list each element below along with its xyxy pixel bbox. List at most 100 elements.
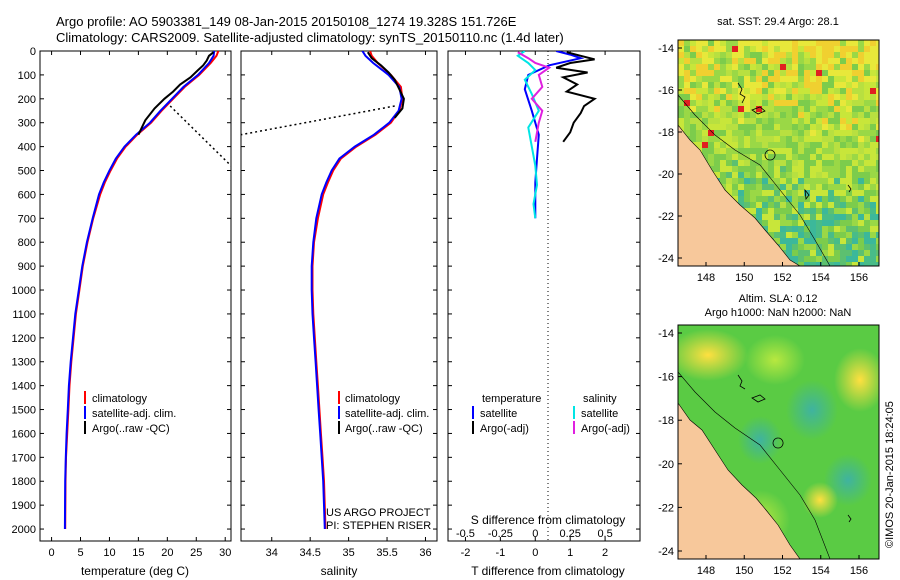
series-argo	[137, 51, 215, 136]
x-tick-label: 30	[219, 547, 231, 559]
map-x-tick-label: 152	[773, 272, 791, 284]
x-tick-label: 36	[419, 547, 431, 559]
s-tick-label: 0.5	[597, 528, 612, 540]
series-argo	[366, 51, 405, 119]
x-tick-label: 25	[190, 547, 202, 559]
x-tick-label: 10	[103, 547, 115, 559]
x-tick-label: 35.5	[376, 547, 397, 559]
map-y-tick-label: -22	[658, 211, 674, 223]
map-y-tick-label: -18	[658, 415, 674, 427]
map-x-tick-label: 148	[697, 272, 715, 284]
temperature-legend: climatology satellite-adj. clim. Argo(..…	[84, 391, 176, 435]
x-tick-label: -2	[461, 547, 471, 559]
series-s-argo	[517, 51, 552, 142]
salinity-panel: 34 34.5 35 35.5 36 climatology satellite-adj…	[240, 50, 438, 578]
temperature-axes	[39, 50, 232, 542]
sla-map-ticks: -14 -16 -18 -20 -22 -24 148 150 152 154 156	[658, 328, 868, 577]
map-y-tick-label: -20	[658, 169, 674, 181]
y-tick-label: 200	[18, 94, 36, 106]
y-tick-label: 1100	[12, 309, 36, 321]
y-tick-label: 1800	[12, 476, 36, 488]
sst-map-ticks: -14 -16 -18 -20 -22 -24 148 150 152 154 156	[658, 43, 868, 284]
y-tick-label: 500	[18, 166, 36, 178]
series-t-argo	[555, 51, 597, 143]
sla-map-frame	[677, 324, 880, 560]
x-tick-label: 34.5	[299, 547, 320, 559]
x-tick-label: -1	[495, 547, 505, 559]
map-x-tick-label: 156	[850, 565, 868, 577]
x-tick-label: 0	[49, 547, 55, 559]
map-y-tick-label: -22	[658, 502, 674, 514]
map-x-tick-label: 156	[850, 272, 868, 284]
x-tick-label: 15	[132, 547, 144, 559]
y-tick-label: 1500	[12, 405, 36, 417]
map-y-tick-label: -20	[658, 459, 674, 471]
y-tick-label: 0	[30, 46, 36, 58]
map-y-tick-label: -14	[658, 328, 674, 340]
difference-axes	[447, 50, 641, 542]
y-tick-label: 400	[18, 142, 36, 154]
map-x-tick-label: 148	[697, 565, 715, 577]
land-mass	[678, 402, 801, 559]
difference-xlabel: T difference from climatology	[471, 564, 625, 578]
y-tick-label: 2000	[12, 524, 36, 536]
series-t-satellite	[523, 51, 585, 219]
legend-satellite: satellite-adj. clim.	[92, 408, 176, 420]
y-tick-label: 800	[18, 237, 36, 249]
map-x-tick-label: 150	[735, 272, 753, 284]
salinity-ticks: 34 34.5 35 35.5 36	[241, 50, 437, 559]
depth-contour	[678, 371, 831, 559]
sst-map-title: sat. SST: 29.4 Argo: 28.1	[717, 16, 839, 28]
credit-pi: PI: STEPHEN RISER	[326, 520, 431, 532]
sla-map: Altim. SLA: 0.12 Argo h1000: NaN h2000: …	[658, 293, 896, 577]
series-argo-gap	[169, 105, 231, 167]
map-y-tick-label: -24	[658, 253, 674, 265]
y-tick-label: 1400	[12, 381, 36, 393]
series-argo-gap	[241, 105, 395, 136]
series-climatology	[64, 51, 220, 530]
salinity-axes	[240, 50, 438, 542]
y-tick-label: 600	[18, 189, 36, 201]
map-y-tick-label: -14	[658, 43, 674, 55]
s-tick-label: 0.25	[559, 528, 580, 540]
y-tick-label: 1000	[12, 285, 36, 297]
legend-t-argo: Argo(-adj)	[480, 423, 529, 435]
difference-panel: -2 -1 0 1 2 -0.5 -0.25 0 0.25 0.5 temperature sat…	[447, 50, 641, 578]
salinity-xlabel: salinity	[321, 564, 358, 578]
reef-shapes	[737, 374, 852, 523]
y-tick-label: 1600	[12, 428, 36, 440]
difference-legend: temperature satellite Argo(-adj) salinit…	[472, 393, 630, 435]
land-mass	[678, 124, 801, 266]
legend-climatology: climatology	[92, 393, 148, 405]
x-tick-label: 20	[161, 547, 173, 559]
difference-lines	[516, 51, 597, 219]
map-x-tick-label: 150	[735, 565, 753, 577]
sst-map-frame	[677, 39, 880, 267]
y-tick-label: 700	[18, 213, 36, 225]
s-tick-label: -0.5	[456, 528, 475, 540]
y-tick-label: 300	[18, 118, 36, 130]
x-tick-label: 2	[602, 547, 608, 559]
sst-map: sat. SST: 29.4 Argo: 28.1 -14 -16 -18 -20 -2…	[658, 16, 880, 284]
legend-temperature-heading: temperature	[482, 393, 541, 405]
map-y-tick-label: -24	[658, 546, 674, 558]
map-x-tick-label: 154	[812, 272, 830, 284]
difference-xlabel-top: S difference from climatology	[471, 513, 626, 527]
legend-climatology: climatology	[345, 393, 401, 405]
y-tick-label: 1200	[12, 333, 36, 345]
x-tick-label: 0	[532, 547, 538, 559]
temperature-xlabel: temperature (deg C)	[81, 564, 189, 578]
x-tick-label: 1	[567, 547, 573, 559]
x-tick-label: 34	[266, 547, 278, 559]
s-tick-label: 0	[532, 528, 538, 540]
series-satellite	[63, 51, 216, 530]
y-tick-label: 900	[18, 261, 36, 273]
x-tick-label: 5	[77, 547, 83, 559]
legend-s-satellite: satellite	[581, 408, 618, 420]
map-y-tick-label: -16	[658, 85, 674, 97]
legend-t-satellite: satellite	[480, 408, 517, 420]
x-tick-label: 35	[342, 547, 354, 559]
map-y-tick-label: -16	[658, 372, 674, 384]
salinity-legend: climatology satellite-adj. clim. Argo(..…	[338, 391, 429, 435]
